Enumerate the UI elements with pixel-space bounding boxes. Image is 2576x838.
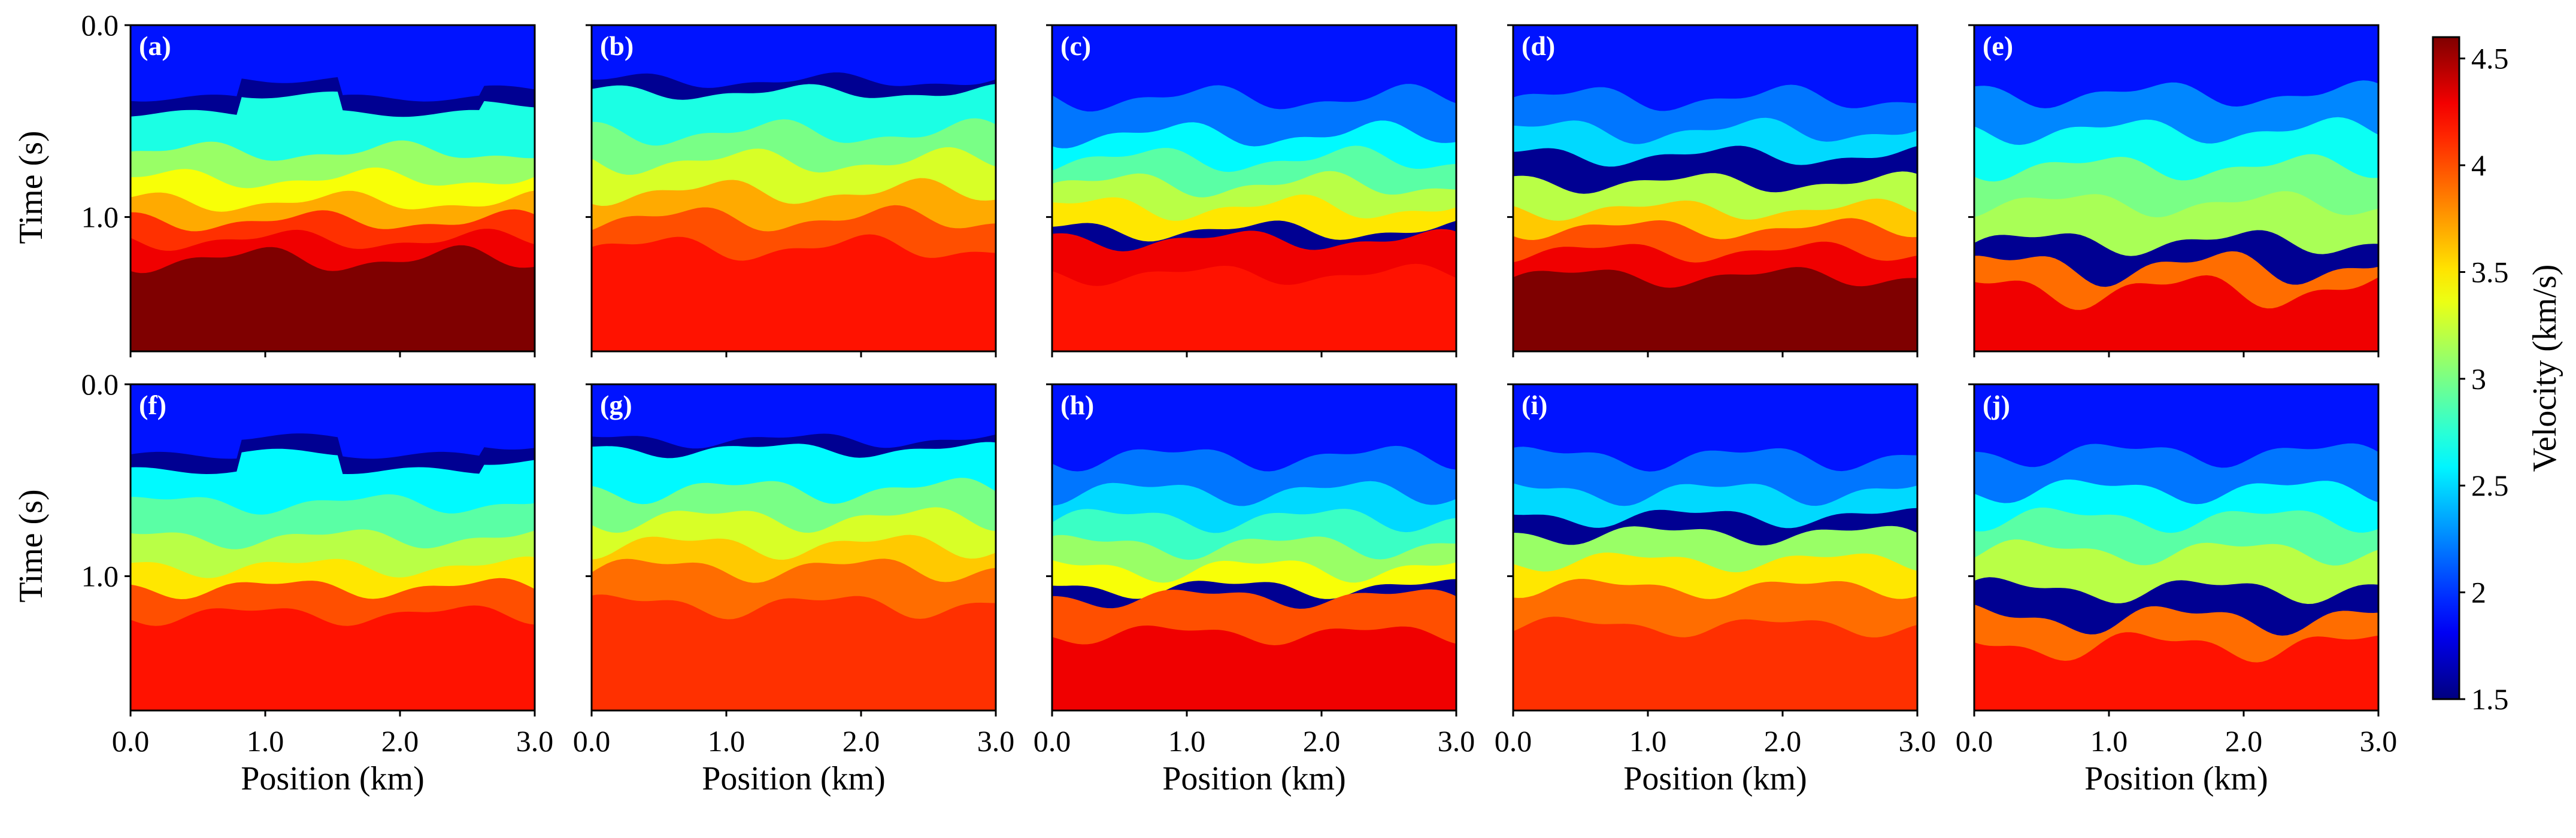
panel-label: (d) (1522, 31, 1555, 61)
x-tick-label: 3.0 (516, 724, 554, 758)
colorbar-label: Velocity (km/s) (2526, 265, 2563, 472)
panel-j: (j) 0.0 1.0 2.0 3.0 Position (km) (1956, 384, 2398, 797)
panel-layers (1974, 384, 2378, 711)
panel-label: (f) (139, 390, 166, 420)
y-tick-label: 1.0 (81, 560, 119, 593)
panel-layers (131, 25, 535, 351)
panel-i: (i) 0.0 1.0 2.0 3.0 Position (km) (1495, 384, 1936, 797)
axes-labels-group: Time (s) Time (s) (13, 130, 50, 602)
x-tick-label: 3.0 (2360, 724, 2398, 758)
x-tick-label: 1.0 (1629, 724, 1667, 758)
panel-layers (1052, 25, 1456, 351)
x-tick-label: 1.0 (247, 724, 284, 758)
xlabel: Position (km) (702, 760, 885, 797)
x-tick-label: 1.0 (708, 724, 745, 758)
panel-c: (c) (1046, 25, 1456, 357)
xlabel: Position (km) (2084, 760, 2268, 797)
x-tick-label: 3.0 (977, 724, 1015, 758)
colorbar-tick-label: 3.5 (2471, 255, 2509, 289)
panel-a: (a) 0.0 1.0 (81, 8, 535, 357)
xlabel: Position (km) (1162, 760, 1345, 797)
colorbar-tick-label: 2.5 (2471, 469, 2509, 502)
panel-label: (b) (600, 31, 634, 61)
y-tick-label: 0.0 (81, 8, 119, 42)
panel-label: (c) (1060, 31, 1091, 61)
x-tick-label: 0.0 (1956, 724, 1993, 758)
panel-d: (d) (1507, 25, 1917, 357)
panel-e: (e) (1968, 25, 2378, 357)
x-tick-label: 2.0 (1303, 724, 1341, 758)
x-tick-label: 3.0 (1438, 724, 1475, 758)
colorbar-tick-label: 4 (2471, 148, 2486, 182)
panel-label: (a) (139, 31, 171, 61)
xlabel: Position (km) (1623, 760, 1807, 797)
panel-label: (j) (1983, 390, 2010, 420)
y-tick-label: 0.0 (81, 368, 119, 401)
colorbar-tick-label: 4.5 (2471, 42, 2509, 75)
x-tick-label: 0.0 (1034, 724, 1071, 758)
panel-layers (592, 384, 996, 711)
x-tick-label: 2.0 (2225, 724, 2263, 758)
colorbar-tick-label: 3 (2471, 362, 2486, 396)
x-tick-label: 2.0 (381, 724, 419, 758)
colorbar-tick-label: 2 (2471, 576, 2486, 609)
ylabel-row-1: Time (s) (13, 130, 50, 244)
x-tick-label: 2.0 (842, 724, 880, 758)
xlabel: Position (km) (241, 760, 424, 797)
panel-layers (131, 384, 535, 711)
panel-layers (592, 25, 996, 351)
panel-layers (1513, 25, 1917, 351)
panels-group: (a) 0.0 1.0 (b) (c) (d) (e) (f) 0.0 1.0 2.0 3.0 0.0 1… (81, 8, 2398, 797)
panel-layers (1513, 384, 1917, 711)
x-tick-label: 1.0 (1168, 724, 1206, 758)
panel-label: (i) (1522, 390, 1547, 420)
y-tick-label: 1.0 (81, 201, 119, 234)
panel-g: (g) 0.0 1.0 2.0 3.0 Position (km) (573, 384, 1015, 797)
panel-b: (b) (586, 25, 996, 357)
panel-label: (g) (600, 390, 632, 420)
x-tick-label: 2.0 (1764, 724, 1802, 758)
velocity-figure: (a) 0.0 1.0 (b) (c) (d) (e) (f) 0.0 1.0 2.0 3.0 0.0 1… (0, 0, 2576, 838)
colorbar: 1.5 2 2.5 3 3.5 4 4.5 Velocity (km/s) (2433, 37, 2563, 716)
panel-label: (h) (1060, 390, 1094, 420)
panel-h: (h) 0.0 1.0 2.0 3.0 Position (km) (1034, 384, 1475, 797)
x-tick-label: 0.0 (112, 724, 150, 758)
x-tick-label: 1.0 (2090, 724, 2128, 758)
ylabel-row-2: Time (s) (13, 489, 50, 602)
x-tick-label: 0.0 (573, 724, 611, 758)
panel-layers (1974, 25, 2378, 351)
x-tick-label: 3.0 (1899, 724, 1936, 758)
colorbar-gradient (2433, 37, 2459, 699)
colorbar-tick-label: 1.5 (2471, 682, 2509, 716)
x-tick-label: 0.0 (1495, 724, 1532, 758)
panel-layers (1052, 384, 1456, 711)
panel-label: (e) (1983, 31, 2013, 61)
